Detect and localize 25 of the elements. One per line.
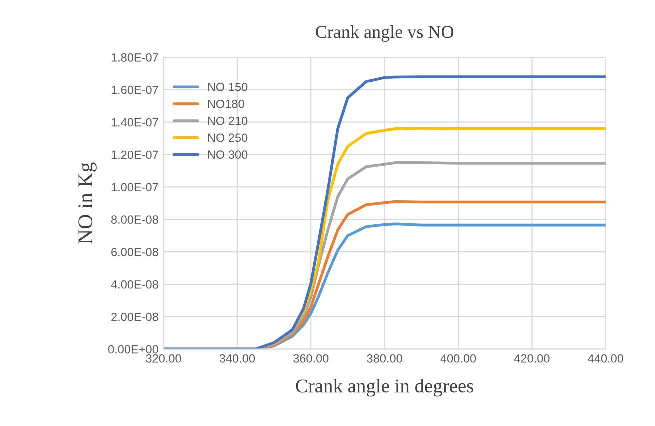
x-tick-label: 340.00 (220, 354, 256, 363)
legend-label: NO 150 (208, 83, 248, 92)
y-tick-label: 1.40E-07 (112, 118, 158, 127)
x-tick-label: 320.00 (146, 354, 182, 363)
legend-label: NO 300 (208, 150, 248, 160)
y-tick-label: 4.00E-08 (111, 280, 158, 289)
legend-label: NO 210 (208, 116, 248, 126)
y-tick-label: 8.00E-08 (111, 216, 158, 224)
x-tick-label: 380.00 (367, 354, 402, 363)
x-axis-title: Crank angle in degrees (296, 379, 474, 397)
y-tick-label: 1.00E-07 (112, 183, 158, 192)
x-tick-label: 420.00 (514, 354, 550, 363)
x-tick-label: 440.00 (588, 354, 624, 363)
x-tick-label: 400.00 (440, 354, 476, 363)
x-tick-label: 360.00 (294, 354, 329, 363)
y-tick-label: 0.00E+00 (108, 345, 158, 354)
chart-title: Crank angle vs NO (316, 26, 454, 42)
y-tick-label: 6.00E-08 (112, 248, 158, 256)
y-tick-label: 1.60E-07 (112, 86, 158, 94)
y-tick-label: 1.80E-07 (112, 54, 158, 62)
legend-label: NO 250 (208, 134, 248, 142)
y-tick-label: 2.00E-08 (112, 312, 158, 322)
legend-label: NO180 (208, 100, 244, 108)
y-axis-title: NO in Kg (78, 162, 97, 244)
y-tick-label: 1.20E-07 (112, 150, 158, 160)
